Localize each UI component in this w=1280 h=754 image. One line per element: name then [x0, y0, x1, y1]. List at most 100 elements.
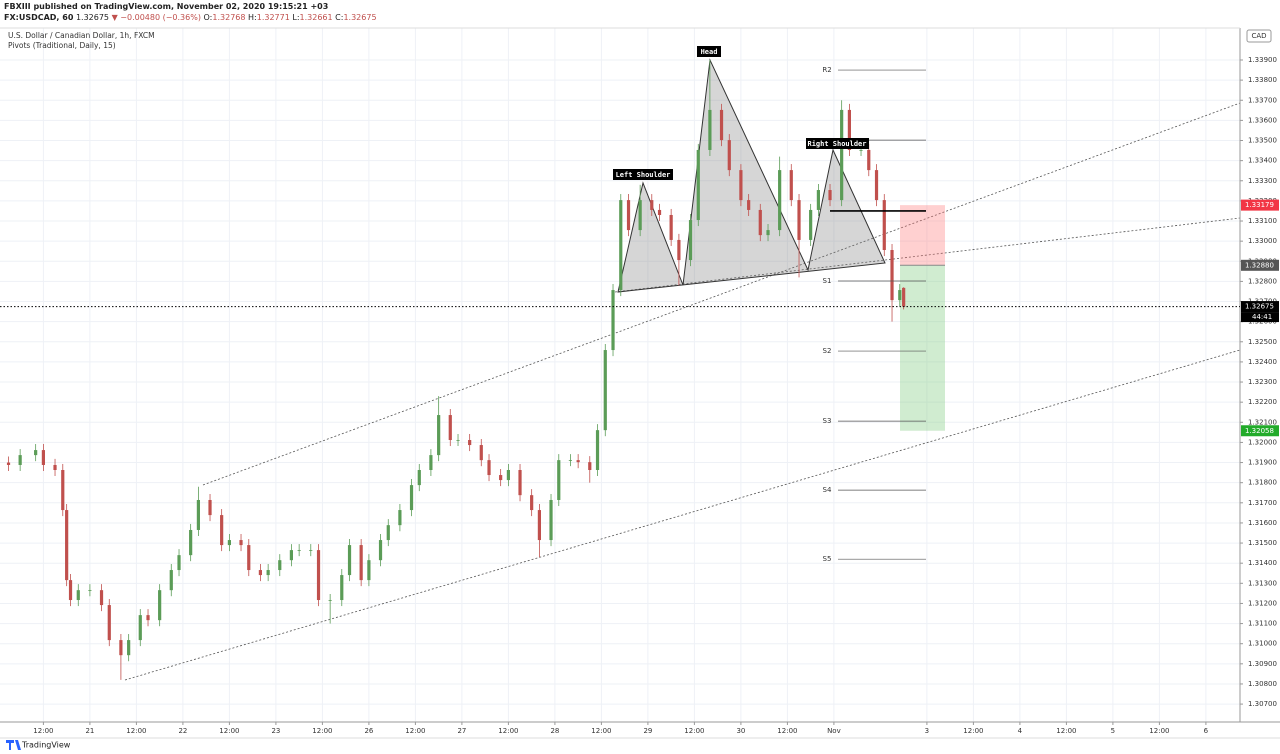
candle-body [169, 570, 173, 591]
candle-body [867, 149, 871, 171]
candle-body [328, 600, 332, 601]
candle-body [258, 570, 262, 576]
entry-price-label-box [1241, 259, 1279, 271]
candle-body [417, 470, 421, 486]
pivot-label: S4 [823, 486, 832, 494]
x-tick-label: 26 [364, 727, 373, 735]
candle-body [568, 460, 572, 461]
candle-body [669, 214, 673, 240]
ohlc-value: 1.32768 [212, 13, 246, 22]
annotation: Head [701, 48, 718, 56]
candle-body [611, 290, 615, 351]
candle-body [65, 510, 69, 581]
y-tick-label: 1.31500 [1248, 539, 1277, 547]
brand: TradingView [21, 741, 71, 750]
x-tick-label: 22 [178, 727, 187, 735]
ohlc-label: C: [335, 13, 344, 22]
y-tick-label: 1.31800 [1248, 479, 1277, 487]
target-price-label: 1.32058 [1245, 427, 1274, 435]
x-tick-label: 12:00 [219, 727, 239, 735]
ohlc-label: O: [203, 13, 213, 22]
x-tick-label: 28 [550, 727, 559, 735]
candle-body [638, 200, 642, 231]
currency-box [1246, 29, 1272, 43]
candle-body [530, 495, 534, 511]
candle-body [119, 640, 123, 656]
candle-body [177, 555, 181, 571]
candle-body [595, 430, 600, 471]
x-tick-label: 12:00 [963, 727, 983, 735]
countdown-box [1241, 312, 1279, 323]
trend-line [614, 217, 1241, 293]
trend-line [202, 102, 1241, 486]
y-tick-label: 1.33700 [1248, 96, 1277, 104]
x-tick-label: 30 [736, 727, 745, 735]
brand-logo [6, 740, 21, 750]
candle-body [809, 209, 813, 240]
candle-body [196, 499, 200, 530]
candle-body [6, 462, 11, 465]
indicator-legend: Pivots (Traditional, Daily, 15) [8, 41, 116, 50]
y-tick-label: 1.31200 [1248, 599, 1277, 607]
candle-body [758, 209, 762, 236]
candle-body [727, 140, 731, 171]
y-tick-label: 1.30700 [1248, 700, 1277, 708]
candle-body [688, 220, 693, 261]
candle-body [797, 200, 801, 240]
candle-body [378, 540, 383, 561]
candle-body [340, 575, 344, 601]
candle-body [409, 485, 414, 511]
candle-body [34, 450, 38, 456]
y-tick-label: 1.33000 [1248, 237, 1277, 245]
candle-body [696, 149, 700, 221]
annotation-box [697, 46, 721, 57]
y-tick-label: 1.31300 [1248, 579, 1277, 587]
candle-body [487, 460, 491, 476]
axes-labels: 1.30700 1.30800 1.30900 1.31000 1.31100 1.312… [33, 56, 1279, 735]
last-price-label-box [1241, 301, 1279, 313]
candle-body [53, 464, 57, 471]
candle-body [239, 540, 243, 546]
x-tick-label: 12:00 [684, 727, 704, 735]
x-tick-label: 23 [271, 727, 280, 735]
y-tick-label: 1.31600 [1248, 519, 1277, 527]
publisher: FBXIII published on TradingView.com, Nov… [4, 1, 377, 12]
header: FBXIII published on TradingView.com, Nov… [4, 1, 377, 23]
candle-body [316, 550, 321, 601]
candle-body [499, 475, 503, 481]
x-tick-label: 12:00 [777, 727, 797, 735]
candle-body [158, 590, 162, 621]
y-tick-label: 1.33800 [1248, 76, 1277, 84]
candle-body [278, 560, 282, 571]
annotation: Left Shoulder [616, 171, 671, 179]
candle-body [138, 615, 142, 641]
candle-body [208, 499, 212, 516]
x-tick-label: 27 [457, 727, 466, 735]
countdown: 44:41 [1252, 313, 1272, 321]
candle-body [840, 109, 844, 201]
candle-body [266, 570, 270, 576]
x-tick-label: 12:00 [498, 727, 518, 735]
candle-body [619, 200, 623, 291]
candle-body [549, 499, 553, 541]
candle-body [41, 450, 45, 465]
pivot-label: S1 [823, 277, 832, 285]
candle-body [468, 440, 472, 446]
x-tick-label: 29 [643, 727, 652, 735]
x-tick-label: 12:00 [591, 727, 611, 735]
y-tick-label: 1.31900 [1248, 459, 1277, 467]
symbol: FX:USDCAD, 60 [4, 13, 74, 22]
candle-body [386, 525, 390, 541]
candle-body [603, 350, 607, 431]
last-price-label: 1.32675 [1245, 303, 1274, 311]
annotation: Right Shoulder [807, 140, 866, 148]
pivot-label: S3 [823, 417, 832, 425]
pivot-label: S5 [823, 555, 832, 563]
candle-body [766, 230, 770, 236]
candle-body [898, 290, 902, 301]
candle-body [61, 470, 65, 511]
candle-body [297, 550, 301, 551]
